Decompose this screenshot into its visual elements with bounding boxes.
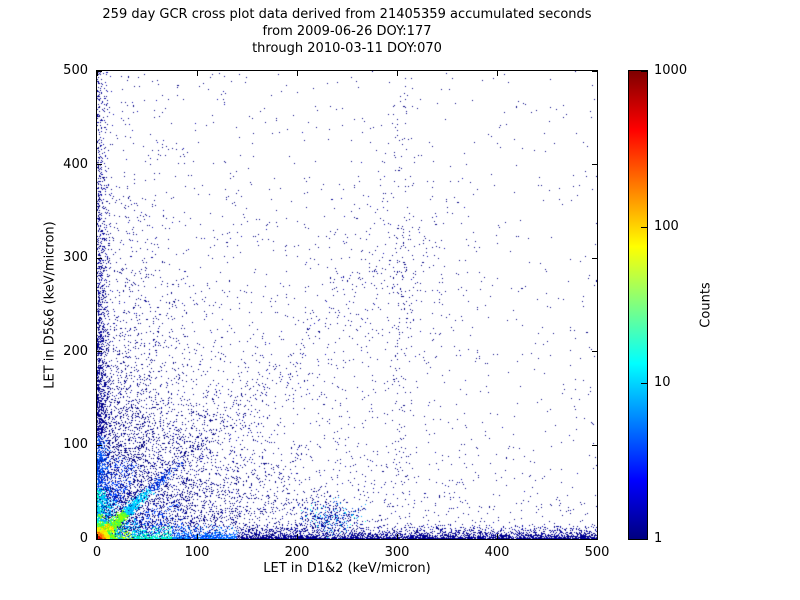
x-tick-mark <box>396 534 398 539</box>
x-axis-label: LET in D1&2 (keV/micron) <box>263 561 431 576</box>
colorbar-tick-mark <box>641 382 647 384</box>
scatter-canvas <box>97 71 597 539</box>
colorbar-tick-label: 100 <box>654 219 679 234</box>
y-tick-mark <box>97 70 102 72</box>
x-tick-mark <box>396 71 398 76</box>
colorbar-tick-mark <box>641 70 647 72</box>
y-tick-mark <box>592 257 597 259</box>
y-tick-label: 400 <box>63 156 88 172</box>
y-tick-mark <box>592 538 597 540</box>
y-tick-mark <box>592 70 597 72</box>
x-tick-mark <box>596 534 598 539</box>
x-tick-mark <box>196 71 198 76</box>
colorbar-tick-label: 10 <box>654 375 671 390</box>
y-tick-mark <box>592 164 597 166</box>
y-tick-mark <box>97 538 102 540</box>
colorbar-label: Counts <box>698 282 714 328</box>
y-tick-mark <box>97 257 102 259</box>
chart-title: 259 day GCR cross plot data derived from… <box>96 6 598 57</box>
y-tick-label: 200 <box>63 343 88 359</box>
y-tick-label: 300 <box>63 250 88 266</box>
x-tick-label: 500 <box>584 545 610 560</box>
x-tick-label: 100 <box>184 545 210 560</box>
y-axis-label: LET in D5&6 (keV/micron) <box>42 221 58 389</box>
x-tick-mark <box>96 534 98 539</box>
colorbar-tick-mark <box>641 538 647 540</box>
chart-title-line-1: 259 day GCR cross plot data derived from… <box>102 7 592 22</box>
y-tick-mark <box>592 444 597 446</box>
chart-title-line-3: through 2010-03-11 DOY:070 <box>252 41 442 56</box>
x-tick-mark <box>96 71 98 76</box>
x-tick-mark <box>496 534 498 539</box>
colorbar-tick-mark <box>641 226 647 228</box>
x-tick-label: 200 <box>284 545 310 560</box>
y-tick-label: 100 <box>63 437 88 453</box>
y-tick-label: 500 <box>63 63 88 78</box>
colorbar-tick-label: 1000 <box>654 63 688 78</box>
y-tick-label: 0 <box>79 531 88 546</box>
x-tick-mark <box>296 534 298 539</box>
plot-area <box>96 70 598 540</box>
y-tick-mark <box>97 164 102 166</box>
x-tick-mark <box>196 534 198 539</box>
x-tick-mark <box>596 71 598 76</box>
colorbar-gradient <box>628 70 648 540</box>
x-tick-label: 400 <box>484 545 510 560</box>
chart-title-line-2: from 2009-06-26 DOY:177 <box>262 24 432 39</box>
x-tick-label: 0 <box>92 545 102 560</box>
y-tick-mark <box>97 351 102 353</box>
x-tick-label: 300 <box>384 545 410 560</box>
x-tick-mark <box>496 71 498 76</box>
y-tick-mark <box>97 444 102 446</box>
colorbar-tick-label: 1 <box>654 531 663 546</box>
y-tick-mark <box>592 351 597 353</box>
x-tick-mark <box>296 71 298 76</box>
